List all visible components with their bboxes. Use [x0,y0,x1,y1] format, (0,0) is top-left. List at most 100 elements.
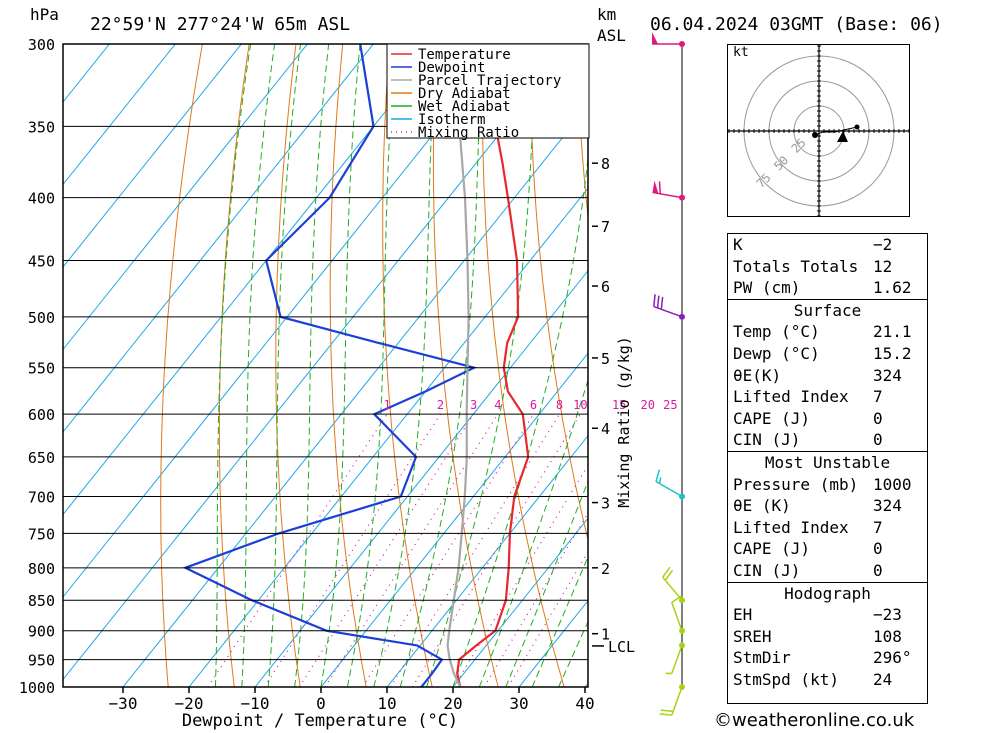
wind-barb-staff [653,305,683,318]
index-row: Temp (°C) 21.1 [728,321,927,343]
isotherm-line [254,269,588,687]
mixing-ratio-line [507,550,588,687]
index-value: 15.2 [873,343,912,363]
wet-adiabat-line [531,555,588,687]
x-tick-label: 20 [443,694,462,713]
index-value: 0 [873,430,883,450]
wet-adiabat-line [426,44,537,687]
wet-adiabat-line [267,44,301,687]
km-tick-label: 5 [601,350,610,368]
km-tick-label: 8 [601,155,610,173]
lcl-label: LCL [608,638,635,656]
index-row: StmSpd (kt) 24 [728,669,927,691]
index-label: Lifted Index [733,387,849,407]
index-row: CAPE (J) 0 [728,408,927,430]
wind-barb [652,32,685,47]
index-label: EH [733,605,753,625]
km-tick-label: 2 [601,560,610,578]
hpa-label: hPa [30,5,59,24]
pressure-tick-label: 700 [28,489,55,507]
index-value: 1.62 [873,278,912,298]
pressure-tick-label: 500 [28,309,55,327]
credit-link[interactable]: ©weatheronline.co.uk [714,710,915,731]
index-value: 324 [873,496,902,516]
legend-entry: Dewpoint [418,60,485,76]
index-label: θE(K) [733,365,782,385]
index-value: 7 [873,517,883,537]
km-tick-label: 4 [601,420,610,438]
index-row: Dewp (°C) 15.2 [728,343,927,365]
wind-barb [652,180,685,201]
x-axis-label: Dewpoint / Temperature (°C) [182,711,458,731]
wind-barb-flag [659,713,672,716]
index-row: PW (cm) 1.62 [728,277,927,299]
index-row: CIN (J) 0 [728,560,927,582]
asl-label: ASL [597,26,626,45]
wind-barb [665,642,685,675]
pressure-tick-label: 600 [28,406,55,424]
dry-adiabat-line [576,44,588,222]
wind-barb-pennant [652,32,658,44]
x-tick-label: −10 [241,694,270,713]
datetime-title: 06.04.2024 03GMT (Base: 06) [650,14,943,35]
wet-adiabat-line [346,44,396,687]
index-label: Totals Totals [733,256,859,276]
pressure-tick-label: 550 [28,360,55,378]
wind-barb [655,469,685,500]
isotherm-line [63,44,308,351]
wind-barb-flag [656,295,660,308]
index-label: StmDir [733,648,791,668]
general-indices: K −2 Totals Totals 12 PW (cm) 1.62 [728,234,927,299]
x-tick-label: −30 [109,694,138,713]
index-label: CAPE (J) [733,408,811,428]
pressure-tick-label: 1000 [19,679,55,697]
wind-barb [671,594,685,634]
dry-adiabat-line [160,44,203,687]
index-value: 0 [873,539,883,559]
wind-barb-flag [671,594,683,604]
index-value: 24 [873,669,893,689]
wet-adiabat-line [452,153,588,687]
most-unstable-indices: Pressure (mb) 1000 θE (K) 324 Lifted Index 7 C… [728,474,927,582]
index-value: −2 [873,235,893,254]
index-value: 12 [873,256,893,276]
pressure-tick-label: 900 [28,623,55,641]
index-label: CIN (J) [733,430,801,450]
isotherm-line [320,352,588,687]
wind-barb-half-flag [658,477,662,484]
index-row: K −2 [728,234,927,256]
wind-barb [662,566,685,604]
index-value: 0 [873,408,883,428]
isotherm-line [63,44,176,186]
wind-barb-flag [655,469,661,482]
legend-entry: Parcel Trajectory [418,73,561,89]
mixing-ratio-tick-label: 15 [612,398,626,412]
index-row: CAPE (J) 0 [728,538,927,560]
legend-entry: Temperature [418,47,511,63]
pressure-tick-label: 800 [28,560,55,578]
mixing-ratio-line [324,413,499,687]
hodograph-ring-label: 75 [754,171,774,191]
x-tick-label: 30 [509,694,528,713]
wind-barb-flag [653,294,656,307]
dry-adiabat-line [951,44,1000,687]
index-label: PW (cm) [733,278,801,298]
location-title: 22°59'N 277°24'W 65m ASL [90,14,350,35]
km-tick-label: 3 [601,495,610,513]
km-tick-label: 1 [601,626,610,644]
index-row: Pressure (mb) 1000 [728,474,927,496]
wind-barb-staff [662,576,683,601]
isotherm-line [452,517,588,687]
index-value: −23 [873,605,902,625]
mixing-ratio-tick-label: 20 [641,398,655,412]
isotherm-line [63,44,242,268]
mixing-ratio-axis-label: Mixing Ratio (g/kg) [615,336,633,508]
wind-barb-pennant [652,180,659,194]
hodograph-unit-label: kt [733,45,749,60]
hodograph-indices: EH −23 SREH 108 StmDir 296° StmSpd (kt) 24 [728,604,927,690]
hodograph-trace [814,126,858,136]
index-value: 21.1 [873,322,912,342]
hodograph-title: Hodograph [784,583,871,603]
